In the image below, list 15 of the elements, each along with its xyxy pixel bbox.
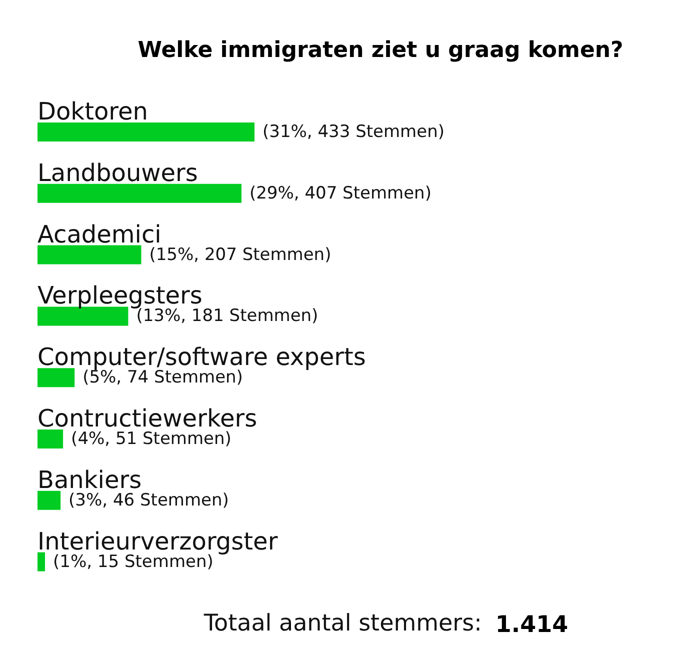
bar xyxy=(38,184,242,203)
text: Totaal aantal stemmers: 1.414 xyxy=(202,610,568,638)
y-tick-label: Computer/software experts xyxy=(38,343,366,372)
bar xyxy=(38,368,75,388)
data-label: (29%, 407 Stemmen) xyxy=(249,183,432,204)
y-tick-label: Landbouwers xyxy=(38,158,198,187)
bar xyxy=(38,245,142,264)
data-label: (31%, 433 Stemmen) xyxy=(262,122,444,142)
bar xyxy=(38,430,64,448)
y-tick-label: Doktoren xyxy=(38,98,148,126)
y-tick-label: Verpleegsters xyxy=(38,282,202,310)
text: Welke immigraten ziet u graag komen? xyxy=(138,38,624,63)
bar xyxy=(38,306,128,326)
bar xyxy=(38,122,254,142)
bar xyxy=(38,490,61,510)
